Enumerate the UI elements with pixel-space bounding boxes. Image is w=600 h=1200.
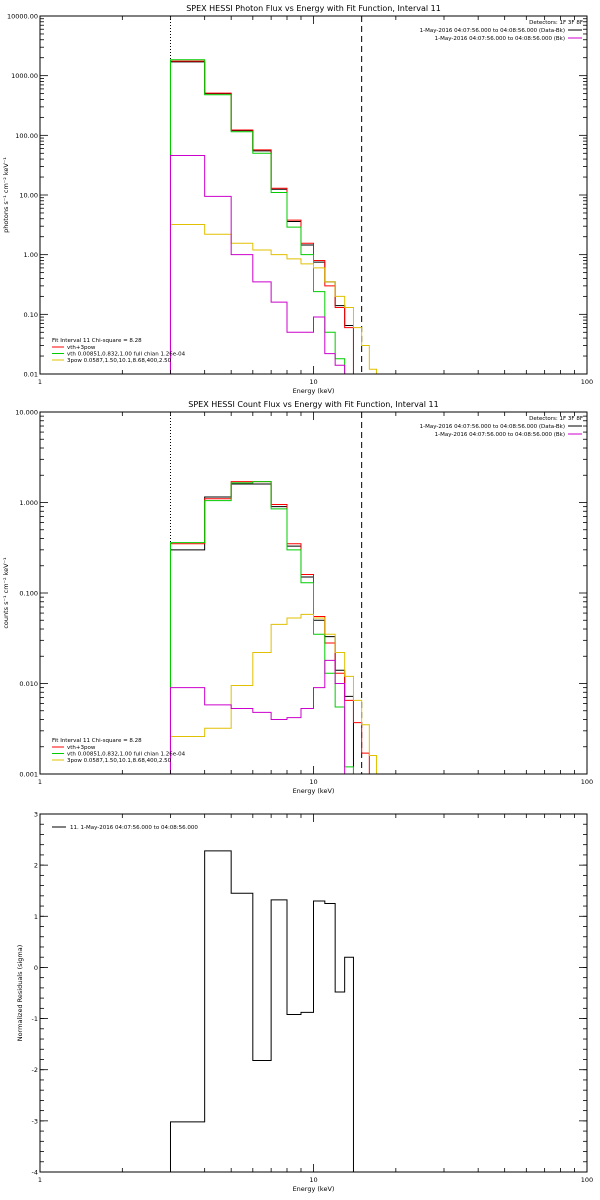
info-row-text: 1-May-2016 04:07:56.000 to 04:08:56.000 …	[420, 424, 565, 430]
y-tick-label: -3	[32, 1117, 38, 1125]
legend-entry: vth 0.00851,0.832,1.00 full chian 1.26e-…	[67, 352, 186, 358]
chart-panel-2: SPEX HESSI Count Flux vs Energy with Fit…	[2, 400, 593, 795]
y-tick-label: 10.00	[19, 192, 38, 200]
series-5-line	[169, 154, 346, 374]
y-tick-label: 0.010	[19, 680, 38, 688]
x-tick-label: 10	[309, 778, 317, 786]
x-axis-label: Energy (keV)	[293, 787, 335, 795]
y-axis-label: photons s⁻¹ cm⁻² keV⁻¹	[2, 157, 10, 233]
y-tick-label: 1	[34, 913, 38, 921]
y-tick-label: 0.001	[19, 771, 38, 779]
series-group	[169, 850, 354, 1172]
series-group	[169, 59, 384, 374]
x-axis-label: Energy (keV)	[293, 1185, 335, 1193]
y-tick-label: 1000.00	[11, 72, 38, 80]
x-tick-label: 100	[581, 378, 593, 386]
series-4-line	[169, 613, 384, 774]
y-tick-label: 0.10	[24, 311, 38, 319]
series-1-line	[169, 61, 354, 374]
y-tick-label: 3	[34, 811, 38, 819]
info-row-text: 1-May-2016 04:07:56.000 to 04:08:56.000 …	[420, 28, 565, 34]
y-tick-label: 0	[34, 964, 38, 972]
chart-title: SPEX HESSI Photon Flux vs Energy with Fi…	[186, 4, 441, 13]
series-group	[169, 481, 384, 774]
legend-entry: 3pow 0.0587,1.50,10.1,8.68,400,2.50	[67, 358, 172, 364]
y-tick-label: -2	[32, 1066, 38, 1074]
y-tick-label: 0.100	[19, 590, 38, 598]
y-tick-label: 100.00	[15, 132, 38, 140]
legend-entry: vth+3pow	[67, 345, 96, 351]
x-tick-label: 1	[38, 378, 42, 386]
series-2-line	[169, 481, 377, 774]
y-tick-label: 0.01	[24, 371, 38, 379]
y-axis-label: counts s⁻¹ cm⁻² keV⁻¹	[2, 557, 10, 629]
series-3-line	[169, 59, 354, 374]
x-tick-label: 100	[581, 778, 593, 786]
x-axis-label: Energy (keV)	[293, 387, 335, 395]
legend-header: Fit Interval 11 Chi-square = 8.28	[52, 738, 142, 744]
y-tick-label: -1	[32, 1015, 38, 1023]
legend-entry: vth+3pow	[67, 745, 96, 751]
legend-entry: 11. 1-May-2016 04:07:56.000 to 04:08:56.…	[70, 825, 198, 831]
y-tick-label: 2	[34, 862, 38, 870]
series-2-line	[169, 60, 362, 374]
info-row-text: 1-May-2016 04:07:56.000 to 04:08:56.000 …	[435, 36, 565, 42]
x-tick-label: 1	[38, 778, 42, 786]
info-row-text: 1-May-2016 04:07:56.000 to 04:08:56.000 …	[435, 432, 565, 438]
chart-title: SPEX HESSI Count Flux vs Energy with Fit…	[188, 400, 439, 409]
legend-header: Fit Interval 11 Chi-square = 8.28	[52, 338, 142, 344]
chart-panel-1: SPEX HESSI Photon Flux vs Energy with Fi…	[2, 4, 593, 395]
x-tick-label: 10	[309, 378, 317, 386]
series-1-line	[169, 850, 354, 1172]
detectors-label: Detectors: 1F 3F 8F	[529, 416, 583, 422]
x-tick-label: 100	[581, 1176, 593, 1184]
x-tick-label: 1	[38, 1176, 42, 1184]
detectors-label: Detectors: 1F 3F 8F	[529, 20, 583, 26]
series-1-line	[169, 483, 354, 774]
series-5-line	[169, 659, 346, 774]
series-4-line	[169, 224, 384, 374]
y-tick-label: 10000.00	[7, 13, 38, 21]
chart-panel-3: 1 10 100 -4 -3 -2 -1 0 1 2 3 Energy (keV) Normalized…	[16, 811, 593, 1194]
y-tick-label: 1.000	[19, 499, 38, 507]
y-tick-label: -4	[32, 1169, 38, 1177]
y-tick-label: 1.00	[24, 251, 38, 259]
y-tick-label: 10.000	[15, 409, 38, 417]
series-3-line	[169, 481, 354, 774]
legend-entry: vth 0.00851,0.832,1.00 full chian 1.26e-…	[67, 752, 186, 758]
legend-entry: 3pow 0.0587,1.50,10.1,8.68,400,2.50	[67, 758, 172, 764]
y-axis-label: Normalized Residuals (sigma)	[16, 945, 24, 1042]
x-tick-label: 10	[309, 1176, 317, 1184]
